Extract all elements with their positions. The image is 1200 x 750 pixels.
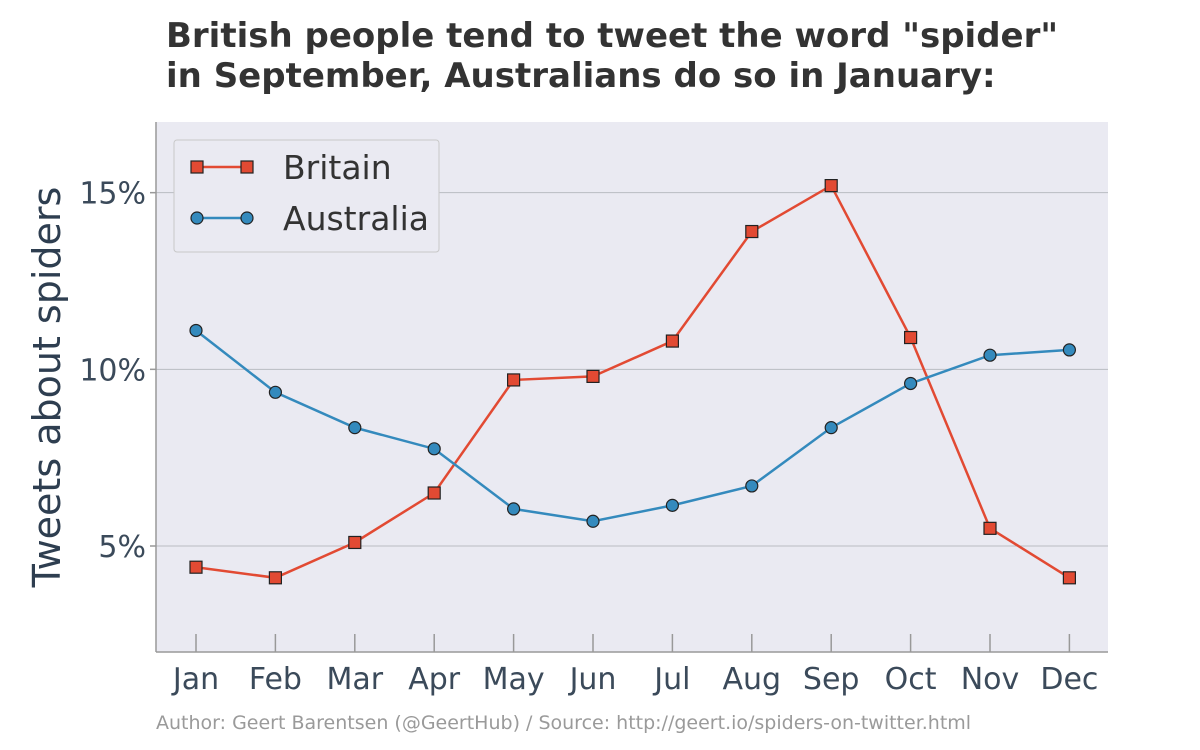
data-point	[427, 442, 441, 456]
legend-marker	[190, 211, 204, 225]
data-point	[983, 348, 997, 362]
legend-label: Britain	[283, 148, 392, 187]
data-point	[983, 521, 997, 535]
axes	[155, 122, 1108, 653]
data-point	[427, 486, 441, 500]
x-tick-label: Aug	[723, 662, 782, 697]
data-point	[903, 376, 918, 391]
y-tick-label: 10%	[79, 353, 146, 388]
data-point	[507, 373, 521, 387]
data-point	[824, 421, 838, 435]
x-tick-label: Sep	[803, 662, 860, 697]
data-point	[1062, 343, 1077, 357]
data-point	[1062, 571, 1077, 585]
x-tick-label: Apr	[408, 662, 461, 697]
data-point	[586, 514, 600, 528]
legend: Britain Australia	[173, 139, 440, 253]
data-point	[348, 535, 362, 550]
x-tick-label: Feb	[249, 662, 302, 697]
y-tick-label: 5%	[98, 530, 146, 565]
x-tick-label: Mar	[326, 662, 383, 697]
chart-title-line-1: British people tend to tweet the word "s…	[166, 16, 1059, 56]
legend-marker	[190, 160, 204, 174]
data-point	[586, 369, 600, 383]
data-point	[903, 330, 918, 345]
y-tick-label: 15%	[79, 177, 146, 212]
data-point	[189, 560, 203, 574]
x-tick-label: Jul	[652, 662, 690, 697]
x-axis-ticks: Jan Feb Mar Apr May Jun Jul Aug Sep Oct Nov Dec	[171, 634, 1098, 697]
legend-item-australia: Australia	[190, 199, 429, 238]
series-britain	[189, 179, 1077, 585]
series-line	[195, 329, 1070, 523]
x-tick-label: Nov	[961, 662, 1020, 697]
data-point	[665, 498, 680, 512]
data-point	[665, 334, 680, 348]
legend-label: Australia	[283, 199, 429, 238]
chart-title-line-2: in September, Australians do so in Janua…	[166, 56, 996, 96]
source-footer: Author: Geert Barentsen (@GeertHub) / So…	[156, 712, 972, 734]
data-point	[745, 224, 759, 239]
data-point	[745, 479, 759, 493]
data-point	[348, 421, 362, 435]
data-point	[268, 571, 282, 585]
series-line	[195, 183, 1071, 580]
legend-item-britain: Britain	[190, 148, 392, 187]
data-point	[268, 385, 282, 399]
legend-marker	[240, 211, 254, 225]
y-axis-ticks: 5% 10% 15%	[79, 177, 156, 565]
legend-marker	[240, 160, 254, 174]
x-tick-label: May	[483, 662, 545, 697]
series-australia	[189, 323, 1077, 528]
data-point	[506, 502, 521, 516]
x-tick-label: Jan	[171, 662, 219, 697]
data-point	[189, 323, 203, 338]
series-group	[189, 179, 1077, 585]
x-tick-label: Jun	[568, 662, 617, 697]
chart-title: British people tend to tweet the word "s…	[166, 16, 1146, 96]
x-tick-label: Dec	[1040, 662, 1098, 697]
y-axis-label: Tweets about spiders	[25, 187, 69, 589]
data-point	[824, 179, 838, 193]
x-tick-label: Oct	[885, 662, 937, 697]
